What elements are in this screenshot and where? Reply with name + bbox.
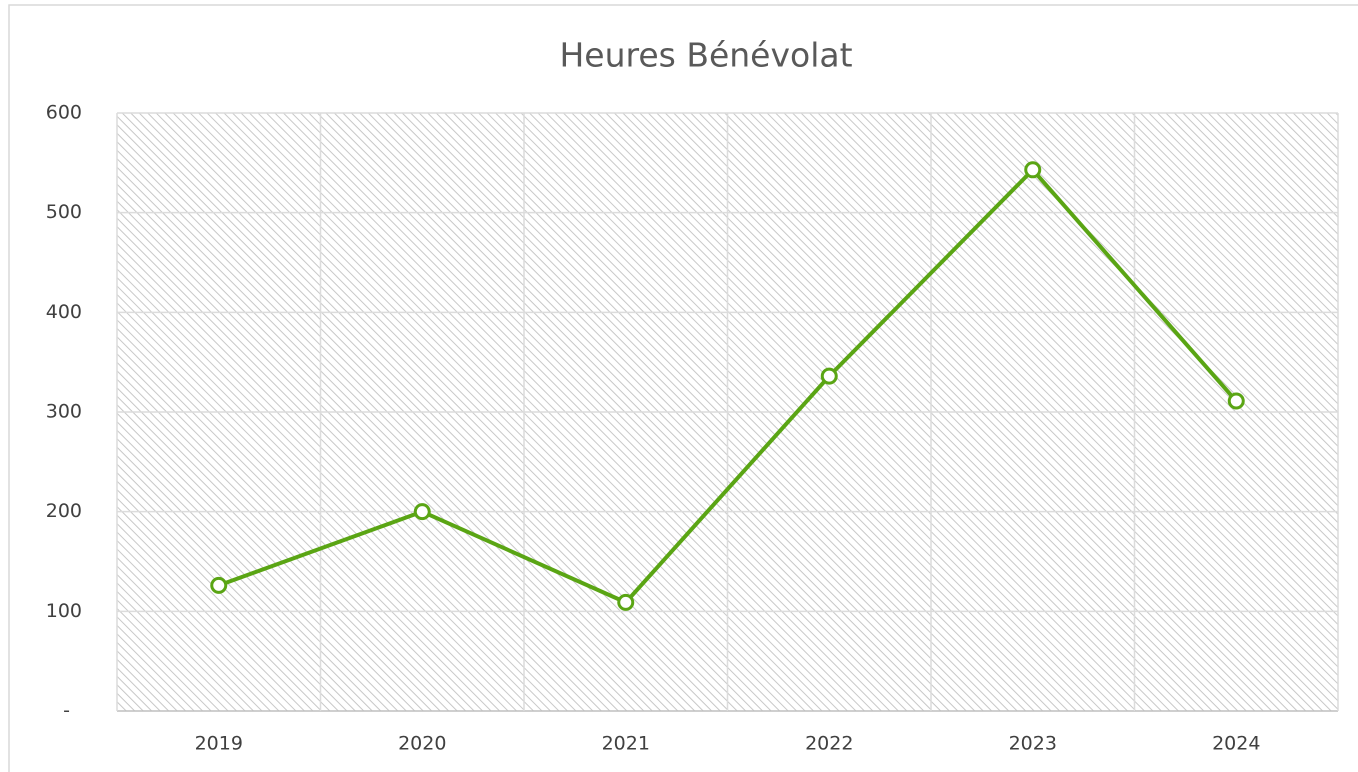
data-point xyxy=(820,367,838,385)
x-tick-label: 2021 xyxy=(602,733,650,755)
x-tick-label: 2022 xyxy=(805,733,853,755)
y-tick-label: 400 xyxy=(46,301,82,323)
series-line xyxy=(218,167,1238,605)
data-point xyxy=(1227,392,1245,410)
y-tick-label: 100 xyxy=(46,600,82,622)
y-tick-label: 600 xyxy=(46,102,82,124)
y-tick-label: 300 xyxy=(46,401,82,423)
data-point xyxy=(1024,161,1042,179)
y-tick-label: - xyxy=(63,700,70,722)
data-point xyxy=(617,593,635,611)
data-point xyxy=(210,576,228,594)
x-tick-label: 2019 xyxy=(195,733,243,755)
y-tick-label: 200 xyxy=(46,500,82,522)
x-tick-label: 2023 xyxy=(1009,733,1057,755)
x-tick-label: 2020 xyxy=(398,733,446,755)
chart-title: Heures Bénévolat xyxy=(559,36,852,75)
x-tick-label: 2024 xyxy=(1212,733,1260,755)
y-tick-label: 500 xyxy=(46,201,82,223)
data-point xyxy=(413,503,431,521)
